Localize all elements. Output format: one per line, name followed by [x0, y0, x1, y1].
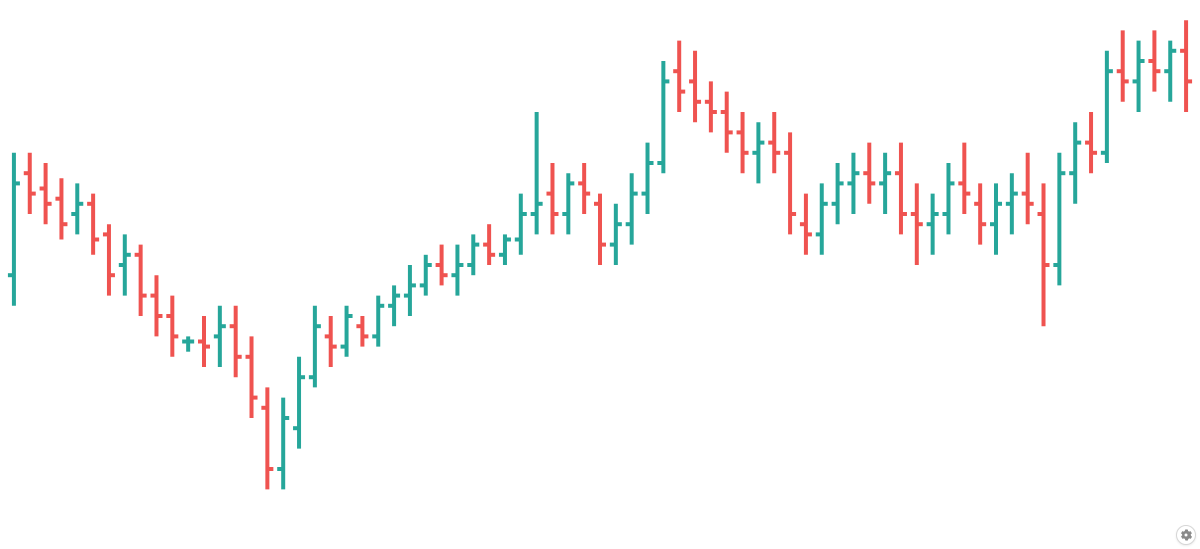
- ohlc-bar: [879, 153, 891, 214]
- ohlc-bar: [705, 81, 717, 132]
- gear-icon: [1180, 529, 1192, 541]
- ohlc-bar: [499, 234, 511, 265]
- ohlc-bar: [150, 275, 162, 336]
- ohlc-bar: [832, 163, 844, 224]
- ohlc-bar: [974, 183, 986, 244]
- ohlc-bar: [642, 143, 654, 214]
- ohlc-bar: [610, 204, 622, 265]
- ohlc-bar: [230, 306, 242, 377]
- ohlc-bar: [721, 92, 733, 153]
- ohlc-bar: [309, 306, 321, 388]
- ohlc-bar: [816, 183, 828, 254]
- ohlc-bar: [1101, 51, 1113, 163]
- ohlc-bar: [562, 173, 574, 234]
- ohlc-bar: [1038, 183, 1050, 326]
- ohlc-bar: [404, 265, 416, 316]
- ohlc-bar: [1006, 173, 1018, 234]
- ohlc-bar: [325, 316, 337, 367]
- ohlc-bar: [515, 194, 527, 255]
- ohlc-bar: [467, 234, 479, 275]
- ohlc-bar: [24, 153, 36, 214]
- ohlc-bar: [768, 112, 780, 173]
- ohlc-bar: [911, 183, 923, 265]
- ohlc-bar: [1053, 153, 1065, 286]
- ohlc-bar: [420, 255, 432, 296]
- ohlc-bar: [800, 194, 812, 255]
- ohlc-bar: [531, 112, 543, 234]
- ohlc-bar: [71, 183, 83, 234]
- ohlc-bar: [1117, 30, 1129, 101]
- ohlc-bar: [737, 112, 749, 173]
- ohlc-bar: [657, 61, 669, 173]
- ohlc-bar: [673, 41, 685, 112]
- ohlc-bar: [261, 387, 273, 489]
- ohlc-bar: [483, 224, 495, 265]
- ohlc-bar: [927, 194, 939, 255]
- ohlc-chart: [0, 0, 1200, 549]
- ohlc-bar: [847, 153, 859, 214]
- ohlc-bar: [578, 163, 590, 214]
- ohlc-bar: [784, 132, 796, 234]
- ohlc-bar: [182, 336, 194, 351]
- ohlc-bar: [1148, 30, 1160, 91]
- ohlc-bar: [8, 153, 20, 306]
- ohlc-bar: [1180, 20, 1192, 112]
- ohlc-bar: [942, 163, 954, 234]
- ohlc-bar: [214, 306, 226, 367]
- ohlc-bar: [55, 178, 67, 239]
- ohlc-bar: [752, 122, 764, 183]
- ohlc-bar: [293, 357, 305, 449]
- ohlc-bar: [166, 296, 178, 357]
- ohlc-bar: [341, 306, 353, 357]
- ohlc-bar: [388, 285, 400, 326]
- ohlc-bar: [119, 234, 131, 295]
- ohlc-bar: [87, 194, 99, 255]
- ohlc-bar: [103, 224, 115, 295]
- ohlc-bar: [689, 51, 701, 122]
- ohlc-bar: [1164, 41, 1176, 102]
- ohlc-bar: [863, 143, 875, 204]
- ohlc-bar: [895, 143, 907, 235]
- ohlc-bar: [40, 163, 52, 224]
- ohlc-bar: [198, 316, 210, 367]
- ohlc-bar: [451, 245, 463, 296]
- ohlc-bar: [1022, 153, 1034, 224]
- ohlc-bar: [135, 245, 147, 316]
- ohlc-bar: [990, 183, 1002, 254]
- ohlc-bar: [246, 336, 258, 418]
- ohlc-bar: [546, 163, 558, 234]
- ohlc-bar: [1069, 122, 1081, 204]
- ohlc-bar: [356, 316, 368, 347]
- ohlc-bar: [1133, 41, 1145, 112]
- chart-settings-button[interactable]: [1176, 525, 1196, 545]
- ohlc-bar: [1085, 112, 1097, 173]
- ohlc-bar: [958, 143, 970, 214]
- ohlc-bar: [626, 173, 638, 244]
- ohlc-bar: [436, 245, 448, 286]
- ohlc-bar: [277, 398, 289, 490]
- ohlc-bar: [594, 194, 606, 265]
- ohlc-bar: [372, 296, 384, 347]
